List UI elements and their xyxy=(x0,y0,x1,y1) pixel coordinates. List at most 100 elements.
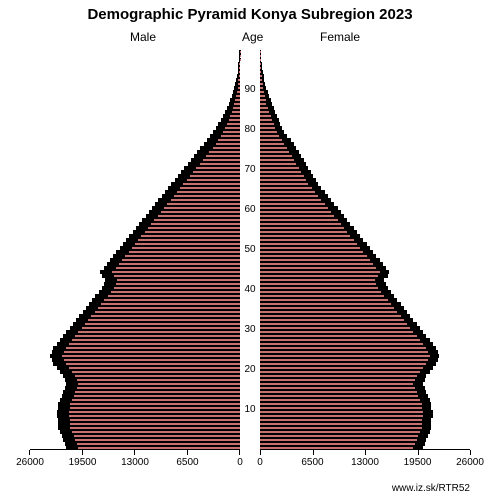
age-label: Age xyxy=(242,30,263,44)
female-bar xyxy=(260,154,292,157)
female-bar xyxy=(260,342,423,345)
male-bar xyxy=(232,110,240,113)
female-bar xyxy=(260,374,417,377)
female-bar xyxy=(260,190,315,193)
age-tick-label: 90 xyxy=(240,84,260,95)
male-bar xyxy=(180,186,240,189)
female-bar xyxy=(260,310,397,313)
male-bar xyxy=(216,142,240,145)
pyramid-plot: 06500130001950026000 102030405060708090 … xyxy=(30,50,470,450)
female-bar xyxy=(260,438,417,441)
male-bar xyxy=(69,342,240,345)
female-bar xyxy=(260,306,394,309)
male-bar xyxy=(116,282,240,285)
male-bar xyxy=(69,366,240,369)
female-bar xyxy=(260,186,312,189)
female-bar xyxy=(260,430,420,433)
x-tick xyxy=(418,450,419,455)
female-bar xyxy=(260,330,413,333)
female-bar xyxy=(260,230,347,233)
female-bar xyxy=(260,170,301,173)
female-bar xyxy=(260,398,420,401)
female-bar xyxy=(260,278,375,281)
female-half: 06500130001950026000 xyxy=(260,50,470,450)
x-tick-label: 26000 xyxy=(456,457,484,468)
female-bar xyxy=(260,182,308,185)
male-bar xyxy=(91,314,240,317)
male-bar xyxy=(70,426,240,429)
female-bar xyxy=(260,366,423,369)
male-bar xyxy=(116,266,240,269)
female-bar xyxy=(260,414,423,417)
male-bar xyxy=(114,274,240,277)
male-bar xyxy=(203,158,240,161)
female-bar xyxy=(260,422,422,425)
male-bar xyxy=(187,178,240,181)
female-bar xyxy=(260,250,363,253)
male-bar xyxy=(111,290,240,293)
male-bar xyxy=(154,218,240,221)
age-tick-label: 80 xyxy=(240,124,260,135)
female-bar xyxy=(260,402,422,405)
male-bar xyxy=(209,150,240,153)
female-bar xyxy=(260,150,289,153)
female-bar xyxy=(260,102,266,105)
male-bar xyxy=(112,270,240,273)
female-bar xyxy=(260,86,263,89)
female-bar xyxy=(260,130,277,133)
female-bar xyxy=(260,338,420,341)
male-bar xyxy=(75,390,240,393)
female-bar xyxy=(260,298,388,301)
female-bar xyxy=(260,162,296,165)
female-bar xyxy=(260,334,417,337)
female-bar xyxy=(260,146,287,149)
male-bar xyxy=(148,226,240,229)
female-bar xyxy=(260,270,380,273)
female-bar xyxy=(260,302,391,305)
male-bar xyxy=(239,62,240,65)
female-bar xyxy=(260,74,262,77)
male-bar xyxy=(138,238,240,241)
male-bar xyxy=(122,258,240,261)
male-bar xyxy=(141,234,240,237)
male-bar xyxy=(85,322,240,325)
male-bar xyxy=(75,374,240,377)
male-bar xyxy=(114,286,240,289)
male-bar xyxy=(200,162,240,165)
female-bar xyxy=(260,282,376,285)
female-bar xyxy=(260,210,331,213)
female-bar xyxy=(260,166,299,169)
female-bar xyxy=(260,234,350,237)
male-bar xyxy=(174,194,240,197)
age-tick-label: 50 xyxy=(240,244,260,255)
male-bar xyxy=(75,438,240,441)
female-bar xyxy=(260,326,410,329)
female-bar xyxy=(260,222,341,225)
x-tick-label: 6500 xyxy=(173,457,203,468)
male-bar xyxy=(237,90,240,93)
x-tick xyxy=(134,450,135,455)
male-bar xyxy=(218,138,240,141)
female-bar xyxy=(260,202,325,205)
female-bar xyxy=(260,70,261,73)
female-bar xyxy=(260,314,401,317)
male-bar xyxy=(62,354,240,357)
male-bar xyxy=(225,126,240,129)
female-bar xyxy=(260,98,266,101)
female-bar xyxy=(260,110,269,113)
male-bar xyxy=(238,86,240,89)
male-bar xyxy=(229,118,240,121)
female-bar xyxy=(260,394,418,397)
female-bar xyxy=(260,126,275,129)
female-bar xyxy=(260,434,418,437)
female-bar xyxy=(260,78,262,81)
female-bar xyxy=(260,158,294,161)
male-bar xyxy=(66,346,240,349)
female-bar xyxy=(260,90,264,93)
male-bar xyxy=(190,174,240,177)
male-bar xyxy=(69,410,240,413)
x-tick xyxy=(365,450,366,455)
female-bar xyxy=(260,378,415,381)
female-bar xyxy=(260,114,271,117)
male-bar xyxy=(74,394,240,397)
